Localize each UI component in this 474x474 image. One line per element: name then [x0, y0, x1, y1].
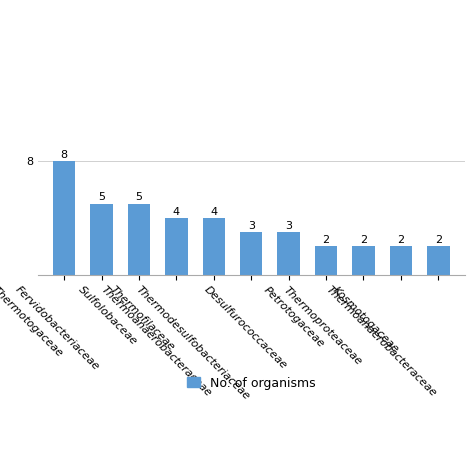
- Text: 5: 5: [98, 192, 105, 202]
- Bar: [427, 246, 449, 275]
- Text: 4: 4: [210, 207, 218, 217]
- Text: 2: 2: [397, 235, 404, 245]
- Bar: [240, 232, 263, 275]
- Bar: [128, 204, 150, 275]
- Bar: [315, 246, 337, 275]
- Bar: [202, 218, 225, 275]
- Text: 2: 2: [322, 235, 329, 245]
- Bar: [390, 246, 412, 275]
- Text: 3: 3: [285, 221, 292, 231]
- Text: 5: 5: [136, 192, 143, 202]
- Text: 2: 2: [435, 235, 442, 245]
- Legend: No. of organisms: No. of organisms: [187, 376, 315, 390]
- Bar: [352, 246, 375, 275]
- Text: 3: 3: [248, 221, 255, 231]
- Bar: [277, 232, 300, 275]
- Text: 2: 2: [360, 235, 367, 245]
- Bar: [53, 161, 75, 275]
- Text: 4: 4: [173, 207, 180, 217]
- Text: 8: 8: [61, 150, 68, 160]
- Bar: [91, 204, 113, 275]
- Bar: [165, 218, 188, 275]
